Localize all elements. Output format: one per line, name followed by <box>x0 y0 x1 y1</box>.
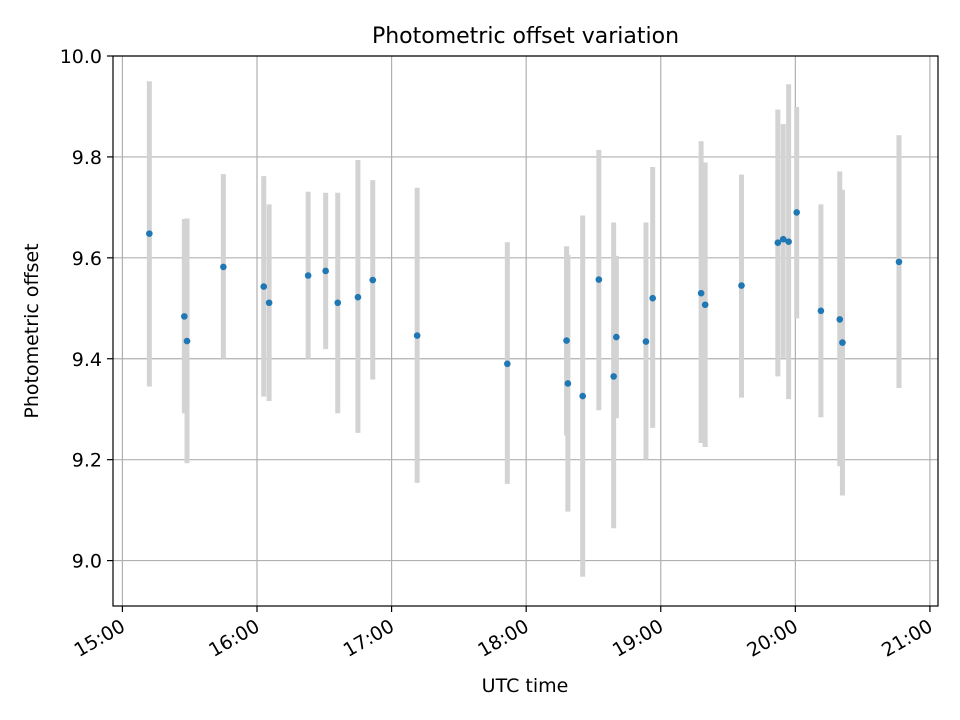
data-point <box>738 282 745 289</box>
data-point <box>610 373 617 380</box>
chart-title: Photometric offset variation <box>372 24 679 49</box>
data-point <box>817 307 825 315</box>
data-point <box>642 338 650 345</box>
data-point <box>613 333 620 341</box>
data-point <box>354 293 362 301</box>
data-point <box>265 299 273 307</box>
data-point <box>774 239 782 246</box>
data-point <box>146 230 153 237</box>
data-point <box>839 339 846 346</box>
data-point <box>369 276 377 284</box>
data-point <box>220 263 227 271</box>
y-axis-ticks: 9.0 9.2 9.4 9.6 9.8 10.0 <box>60 46 113 573</box>
y-tick-label: 9.0 <box>72 551 102 573</box>
data-point <box>595 276 603 283</box>
data-point <box>779 235 787 243</box>
y-tick-label: 9.8 <box>72 147 102 169</box>
y-axis-label: Photometric offset <box>21 243 43 418</box>
data-point <box>504 360 511 368</box>
x-axis-label: UTC time <box>482 675 569 697</box>
data-point <box>836 316 844 323</box>
data-point <box>697 289 705 297</box>
data-point <box>183 337 191 345</box>
data-points <box>146 209 903 400</box>
data-point <box>181 313 188 320</box>
y-tick-label: 10.0 <box>60 46 102 68</box>
data-point <box>304 272 312 279</box>
data-point <box>413 332 421 339</box>
data-point <box>793 209 800 216</box>
data-point <box>260 283 268 290</box>
grid <box>113 55 938 606</box>
data-point <box>322 267 329 275</box>
data-point <box>649 294 656 302</box>
y-tick-label: 9.4 <box>72 349 102 371</box>
y-tick-label: 9.2 <box>72 450 102 472</box>
data-point <box>785 238 792 245</box>
data-point <box>563 337 570 344</box>
plot-area <box>113 56 938 606</box>
y-tick-label: 9.6 <box>72 248 102 270</box>
data-point <box>334 299 342 307</box>
plot-frame <box>112 55 939 607</box>
data-point <box>579 392 586 400</box>
data-point <box>701 301 709 309</box>
data-point <box>564 380 572 387</box>
data-point <box>895 258 903 266</box>
